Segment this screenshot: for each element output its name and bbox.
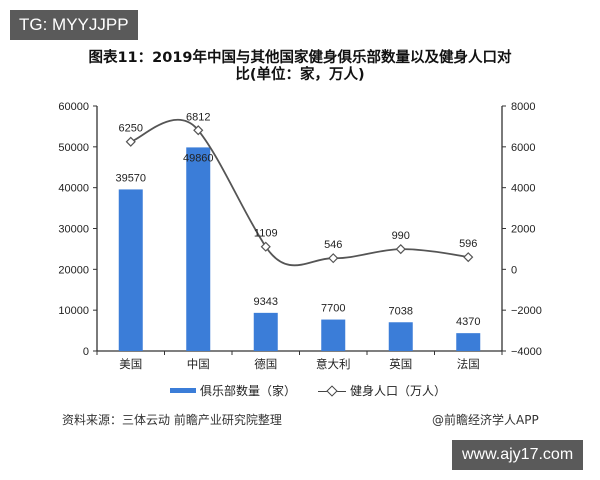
chart-title: 图表11：2019年中国与其他国家健身俱乐部数量以及健身人口对 比(单位：家，万…	[0, 50, 600, 84]
left-tick-label: 0	[83, 346, 89, 358]
right-tick-label: −2000	[511, 305, 542, 317]
line-marker-icon	[125, 136, 136, 147]
category-label: 德国	[254, 357, 277, 371]
bar	[456, 333, 481, 351]
bar	[388, 322, 413, 351]
legend-line-marker-icon	[318, 386, 347, 396]
line-marker-icon	[463, 252, 474, 263]
line-marker-icon	[193, 125, 204, 136]
legend-line-label: 健身人口（万人）	[350, 384, 447, 398]
left-tick-label: 10000	[58, 305, 89, 317]
legend-item-line: 健身人口（万人）	[318, 382, 446, 399]
line-value-label: 6250	[119, 123, 143, 135]
watermark-tag: TG: MYYJJPP	[10, 10, 138, 40]
bar	[118, 189, 143, 351]
line-marker-icon	[395, 244, 406, 255]
right-tick-label: 6000	[511, 142, 535, 154]
population-line	[130, 118, 469, 267]
right-tick-label: 0	[511, 264, 517, 276]
bar-value-label: 7038	[389, 305, 413, 317]
right-tick-label: 4000	[511, 183, 535, 195]
left-tick-label: 50000	[58, 142, 89, 154]
right-tick-label: 8000	[511, 101, 535, 113]
left-tick-label: 30000	[58, 224, 89, 236]
bar-value-label: 4370	[456, 316, 480, 328]
line-value-label: 546	[324, 239, 342, 251]
chart-title-line2: 比(单位：家，万人)	[235, 67, 365, 83]
line-value-label: 6812	[186, 111, 210, 123]
right-tick-label: −4000	[511, 346, 542, 358]
category-label: 中国	[187, 357, 210, 371]
credit-note: @前瞻经济学人APP	[432, 413, 539, 427]
watermark-site: www.ajy17.com	[452, 440, 584, 470]
bar-value-label: 9343	[254, 296, 278, 308]
category-label: 意大利	[316, 357, 351, 371]
category-label: 英国	[389, 357, 412, 371]
left-tick-label: 60000	[58, 101, 89, 113]
bar-value-label: 49860	[183, 152, 214, 164]
line-value-label: 596	[459, 238, 477, 250]
category-label: 美国	[119, 357, 142, 371]
bar	[186, 147, 211, 351]
legend-bar-label: 俱乐部数量（家）	[200, 384, 297, 398]
line-value-label: 1109	[254, 228, 278, 240]
bar-value-label: 39570	[115, 172, 146, 184]
bar-value-label: 7700	[321, 303, 345, 315]
legend-item-bar: 俱乐部数量（家）	[170, 382, 296, 399]
bar	[253, 312, 278, 351]
left-tick-label: 40000	[58, 183, 89, 195]
left-tick-label: 20000	[58, 264, 89, 276]
chart-title-line1: 图表11：2019年中国与其他国家健身俱乐部数量以及健身人口对	[88, 50, 512, 66]
line-marker-icon	[328, 253, 339, 264]
bar	[321, 319, 346, 351]
chart-legend: 俱乐部数量（家） 健身人口（万人）	[170, 382, 468, 399]
line-value-label: 990	[392, 230, 410, 242]
source-note: 资料来源：三体云动 前瞻产业研究院整理	[62, 413, 282, 427]
legend-bar-swatch-icon	[170, 388, 196, 393]
right-tick-label: 2000	[511, 224, 535, 236]
category-label: 法国	[457, 357, 480, 371]
line-marker-icon	[260, 241, 271, 252]
